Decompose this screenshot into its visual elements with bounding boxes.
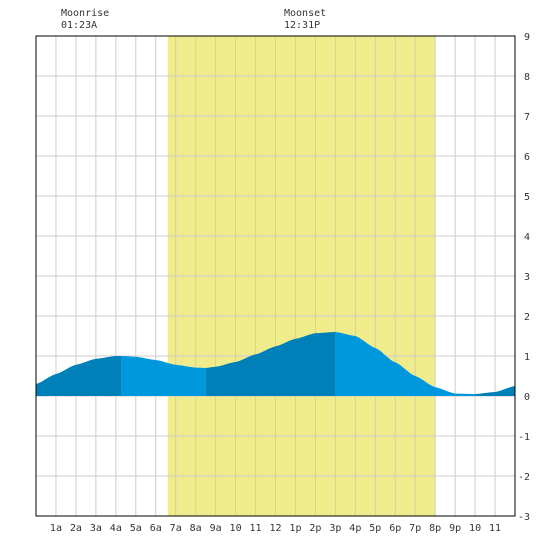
moonset-label: Moonset	[284, 8, 326, 19]
x-tick-label: 7a	[170, 523, 182, 534]
x-tick-label: 8p	[429, 523, 441, 534]
x-tick-label: 6p	[389, 523, 401, 534]
x-tick-label: 2a	[70, 523, 82, 534]
x-tick-label: 10	[469, 523, 481, 534]
moonrise-time: 01:23A	[61, 20, 97, 31]
y-tick-label: 2	[524, 312, 530, 323]
plot-frame	[35, 35, 516, 517]
y-tick-label: 3	[524, 272, 530, 283]
y-tick-label: 7	[524, 112, 530, 123]
tide-area-segment	[121, 356, 206, 396]
x-tick-label: 7p	[409, 523, 421, 534]
x-tick-label: 1a	[50, 523, 62, 534]
x-tick-label: 9p	[449, 523, 461, 534]
y-tick-label: 5	[524, 192, 530, 203]
y-tick-label: 1	[524, 352, 530, 363]
y-tick-label: 0	[524, 392, 530, 403]
tide-area-segment	[335, 332, 476, 396]
x-tick-label: 1p	[289, 523, 301, 534]
tide-area-segment	[36, 356, 122, 396]
x-tick-label: 12	[269, 523, 281, 534]
y-tick-label: 6	[524, 152, 530, 163]
x-tick-label: 5p	[369, 523, 381, 534]
x-tick-label: 6a	[150, 523, 162, 534]
tide-area-segment	[205, 332, 336, 396]
x-tick-label: 3p	[329, 523, 341, 534]
x-tick-label: 4a	[110, 523, 122, 534]
x-tick-label: 10	[230, 523, 242, 534]
x-tick-label: 8a	[190, 523, 202, 534]
x-tick-label: 9a	[210, 523, 222, 534]
y-tick-label: -2	[518, 472, 530, 483]
x-tick-label: 4p	[349, 523, 361, 534]
x-tick-label: 5a	[130, 523, 142, 534]
y-tick-label: -3	[518, 512, 530, 523]
y-tick-label: 4	[524, 232, 530, 243]
x-tick-label: 2p	[309, 523, 321, 534]
moonrise-label: Moonrise	[61, 8, 109, 19]
x-tick-label: 3a	[90, 523, 102, 534]
y-tick-label: 8	[524, 72, 530, 83]
x-tick-label: 11	[489, 523, 501, 534]
x-tick-label: 11	[250, 523, 262, 534]
tide-area-segment	[475, 386, 515, 396]
y-tick-label: 9	[524, 32, 530, 43]
y-tick-label: -1	[518, 432, 530, 443]
moonset-time: 12:31P	[284, 20, 320, 31]
